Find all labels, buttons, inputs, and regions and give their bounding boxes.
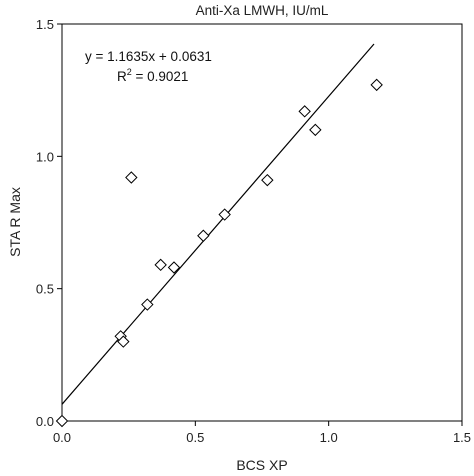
data-point [261, 173, 274, 187]
plot-area-frame [61, 23, 463, 422]
data-point [218, 208, 231, 221]
data-point [117, 335, 130, 348]
data-point [370, 78, 383, 92]
data-point [154, 258, 167, 272]
y-tick-label: 1.0 [36, 149, 54, 164]
y-tick-label: 1.5 [36, 17, 54, 32]
y-tick-label: 0.5 [36, 282, 54, 297]
chart-title: Anti-Xa LMWH, IU/mL [196, 3, 329, 18]
data-point [55, 414, 69, 428]
r-squared-value: = 0.9021 [132, 69, 189, 84]
r-squared-prefix: R [117, 69, 127, 84]
data-point [309, 123, 322, 137]
data-point [197, 229, 210, 242]
x-tick-label: 1.0 [320, 430, 338, 445]
x-axis-title: BCS XP [236, 457, 287, 473]
regression-equation: y = 1.1635x + 0.0631 [85, 49, 212, 64]
r-squared-label: R2 = 0.9021 [117, 67, 188, 84]
y-axis-title: STA R Max [7, 187, 23, 257]
r-squared-superscript: 2 [127, 67, 132, 77]
x-tick-label: 0.0 [53, 430, 71, 445]
data-point [167, 261, 181, 274]
regression-line [61, 43, 375, 405]
data-point [141, 298, 154, 311]
x-tick-label: 0.5 [186, 430, 204, 445]
x-tick-label: 1.5 [453, 430, 471, 445]
y-tick-label: 0.0 [36, 414, 54, 429]
data-point [125, 171, 138, 184]
data-point [298, 105, 311, 118]
